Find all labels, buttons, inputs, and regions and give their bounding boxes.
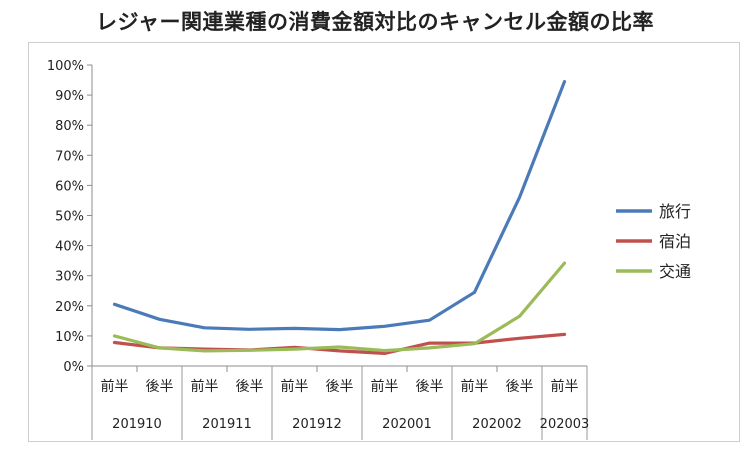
y-tick-label: 0% [63, 360, 84, 375]
y-tick-label: 50% [55, 210, 84, 225]
y-tick-label: 70% [55, 149, 84, 164]
x-month-label: 201910 [112, 417, 162, 432]
x-month-label: 201911 [202, 417, 252, 432]
y-tick-label: 80% [55, 119, 84, 134]
x-month-label: 202001 [382, 417, 432, 432]
y-tick-label: 90% [55, 89, 84, 104]
y-tick-label: 60% [55, 179, 84, 194]
x-month-label: 201912 [292, 417, 342, 432]
series-line-交通 [112, 261, 567, 353]
legend-label: 宿泊 [659, 232, 691, 251]
y-axis-ticks: 0% 10% 20% 30% 40% 50% 60% 70% 80% 90% 100% [47, 59, 92, 375]
x-half-label: 前半 [101, 378, 129, 395]
x-half-label: 後半 [326, 379, 354, 395]
legend-label: 旅行 [659, 202, 691, 221]
x-half-label: 前半 [551, 378, 579, 395]
y-tick-label: 100% [47, 59, 84, 74]
y-tick-label: 20% [55, 300, 84, 315]
x-half-label: 前半 [461, 378, 489, 395]
x-axis-labels: 前半 後半 前半 後半 前半 後半 前半 後半 前半 後半 前半 201910 201911 201912… [91, 366, 590, 440]
legend-label: 交通 [659, 262, 691, 281]
y-tick-label: 10% [55, 330, 84, 345]
series-line-旅行 [112, 79, 567, 332]
chart-frame [28, 42, 740, 442]
y-tick-label: 40% [55, 240, 84, 255]
x-half-label: 後半 [506, 379, 534, 395]
series-lines [112, 79, 567, 355]
x-half-label: 前半 [191, 378, 219, 395]
x-half-label: 前半 [281, 378, 309, 395]
x-half-label: 後半 [416, 379, 444, 395]
x-half-label: 後半 [146, 379, 174, 395]
y-tick-label: 30% [55, 270, 84, 285]
chart-title: レジャー関連業種の消費金額対比のキャンセル金額の比率 [96, 10, 654, 34]
x-month-label: 202003 [540, 417, 590, 432]
x-month-label: 202002 [472, 417, 522, 432]
x-half-label: 後半 [236, 379, 264, 395]
x-half-label: 前半 [371, 378, 399, 395]
